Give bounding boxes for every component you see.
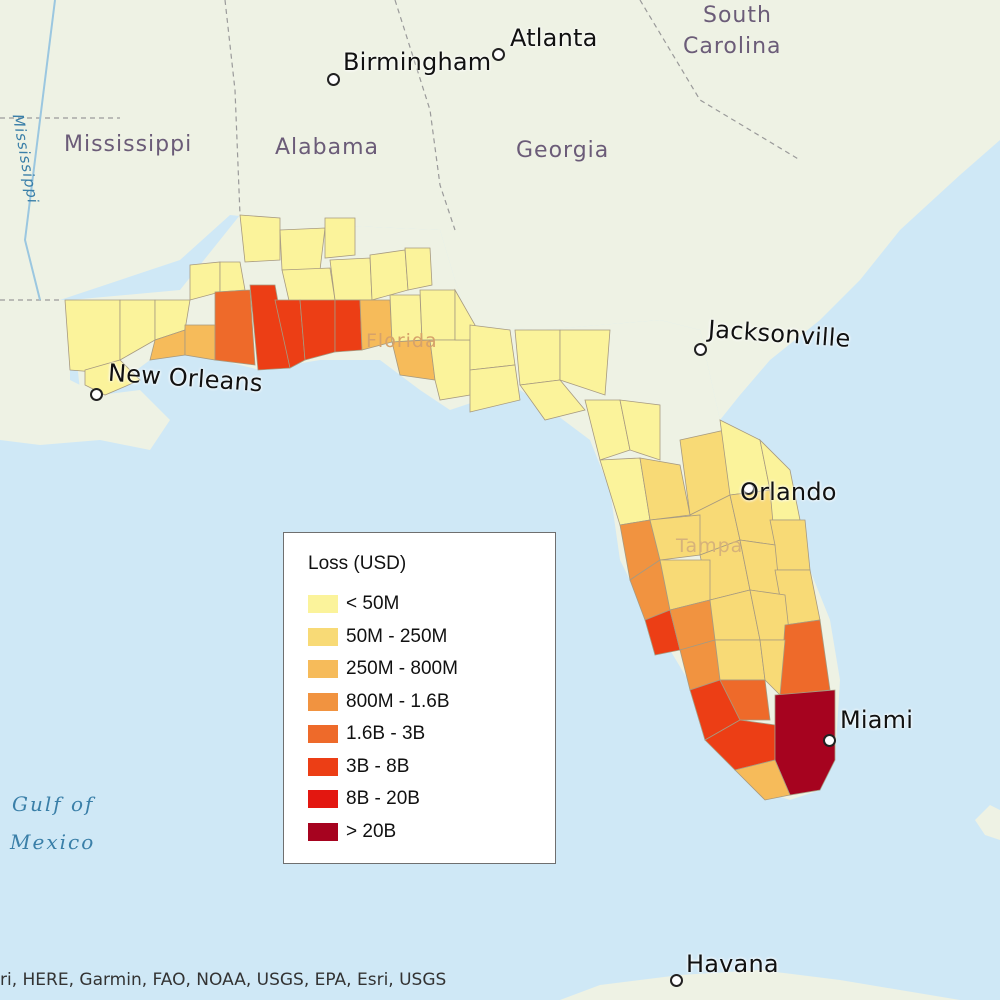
- city-dot-atlanta: [492, 48, 505, 61]
- county-polygon[interactable]: [559, 329, 611, 396]
- city-dot-havana: [670, 974, 683, 987]
- legend-item: < 50M: [308, 588, 555, 621]
- legend-item: 250M - 800M: [308, 653, 555, 686]
- legend-title: Loss (USD): [308, 553, 407, 574]
- county-polygon[interactable]: [84, 359, 141, 396]
- legend-label: 3B - 8B: [346, 755, 410, 777]
- county-polygon[interactable]: [519, 379, 586, 421]
- county-polygon[interactable]: [329, 257, 373, 301]
- city-label-birmingham[interactable]: Birmingham: [343, 48, 492, 76]
- county-polygon[interactable]: [334, 299, 363, 353]
- state-boundaries: [0, 0, 801, 301]
- louisiana-land: [0, 300, 170, 450]
- legend-swatch: [308, 725, 338, 744]
- legend-item: 1.6B - 3B: [308, 718, 555, 751]
- county-polygon[interactable]: [279, 227, 326, 271]
- city-dot-new-orleans: [90, 388, 103, 401]
- county-polygon[interactable]: [514, 329, 561, 386]
- county-polygon[interactable]: [281, 267, 336, 306]
- county-polygon[interactable]: [469, 364, 521, 413]
- water-label-gulf: Gulf of: [12, 792, 95, 816]
- city-dot-jacksonville: [694, 343, 707, 356]
- legend-item: 800M - 1.6B: [308, 686, 555, 719]
- legend-swatch: [308, 660, 338, 679]
- state-label-carolina: Carolina: [683, 34, 782, 59]
- county-polygon[interactable]: [734, 759, 791, 801]
- legend-swatch: [308, 595, 338, 614]
- county-polygon[interactable]: [619, 399, 661, 461]
- county-choropleth: [64, 214, 836, 801]
- county-polygon[interactable]: [184, 324, 216, 361]
- water-label-mexico: Mexico: [10, 830, 96, 854]
- legend-label: > 20B: [346, 820, 397, 842]
- legend-item: 50M - 250M: [308, 621, 555, 654]
- city-label-tampa: Tampa: [676, 535, 744, 557]
- legend-item: > 20B: [308, 816, 555, 849]
- state-label-south: South: [703, 3, 772, 28]
- county-polygon[interactable]: [719, 679, 771, 721]
- city-dot-birmingham: [327, 73, 340, 86]
- legend-swatch: [308, 790, 338, 809]
- county-polygon[interactable]: [299, 299, 336, 361]
- state-label-georgia: Georgia: [516, 138, 610, 163]
- city-label-orlando[interactable]: Orlando: [740, 478, 837, 506]
- county-polygon[interactable]: [239, 214, 281, 263]
- attribution[interactable]: ri, HERE, Garmin, FAO, NOAA, USGS, EPA, …: [0, 970, 447, 990]
- county-polygon[interactable]: [214, 289, 256, 366]
- legend-label: 50M - 250M: [346, 625, 448, 647]
- land-mass: [0, 0, 1000, 420]
- legend-swatch: [308, 692, 338, 711]
- bahamas-land: [975, 805, 1000, 840]
- legend-swatch: [308, 822, 338, 841]
- legend: Loss (USD) < 50M 50M - 250M 250M - 800M 800…: [283, 532, 556, 864]
- legend-label: 800M - 1.6B: [346, 690, 450, 712]
- legend-item: 8B - 20B: [308, 783, 555, 816]
- state-label-mississippi: Mississippi: [64, 132, 193, 157]
- city-label-atlanta[interactable]: Atlanta: [510, 24, 598, 52]
- legend-label: 1.6B - 3B: [346, 723, 426, 745]
- county-polygon[interactable]: [469, 324, 516, 371]
- county-polygon[interactable]: [324, 217, 356, 259]
- city-label-miami[interactable]: Miami: [840, 706, 914, 734]
- mississippi-river: [23, 0, 56, 301]
- legend-item: 3B - 8B: [308, 751, 555, 784]
- legend-swatch: [308, 757, 338, 776]
- legend-label: 8B - 20B: [346, 788, 420, 810]
- legend-rows: < 50M 50M - 250M 250M - 800M 800M - 1.6B 1.6…: [308, 588, 555, 848]
- legend-label: < 50M: [346, 593, 400, 615]
- legend-label: 250M - 800M: [346, 658, 458, 680]
- state-label-florida: Florida: [366, 330, 438, 352]
- cuba-land: [560, 970, 960, 1000]
- state-label-alabama: Alabama: [275, 135, 380, 160]
- city-dot-orlando: [742, 482, 755, 495]
- city-label-havana[interactable]: Havana: [686, 950, 779, 978]
- city-dot-miami: [823, 734, 836, 747]
- county-polygon[interactable]: [404, 247, 433, 291]
- county-polygon[interactable]: [714, 639, 766, 681]
- legend-swatch: [308, 627, 338, 646]
